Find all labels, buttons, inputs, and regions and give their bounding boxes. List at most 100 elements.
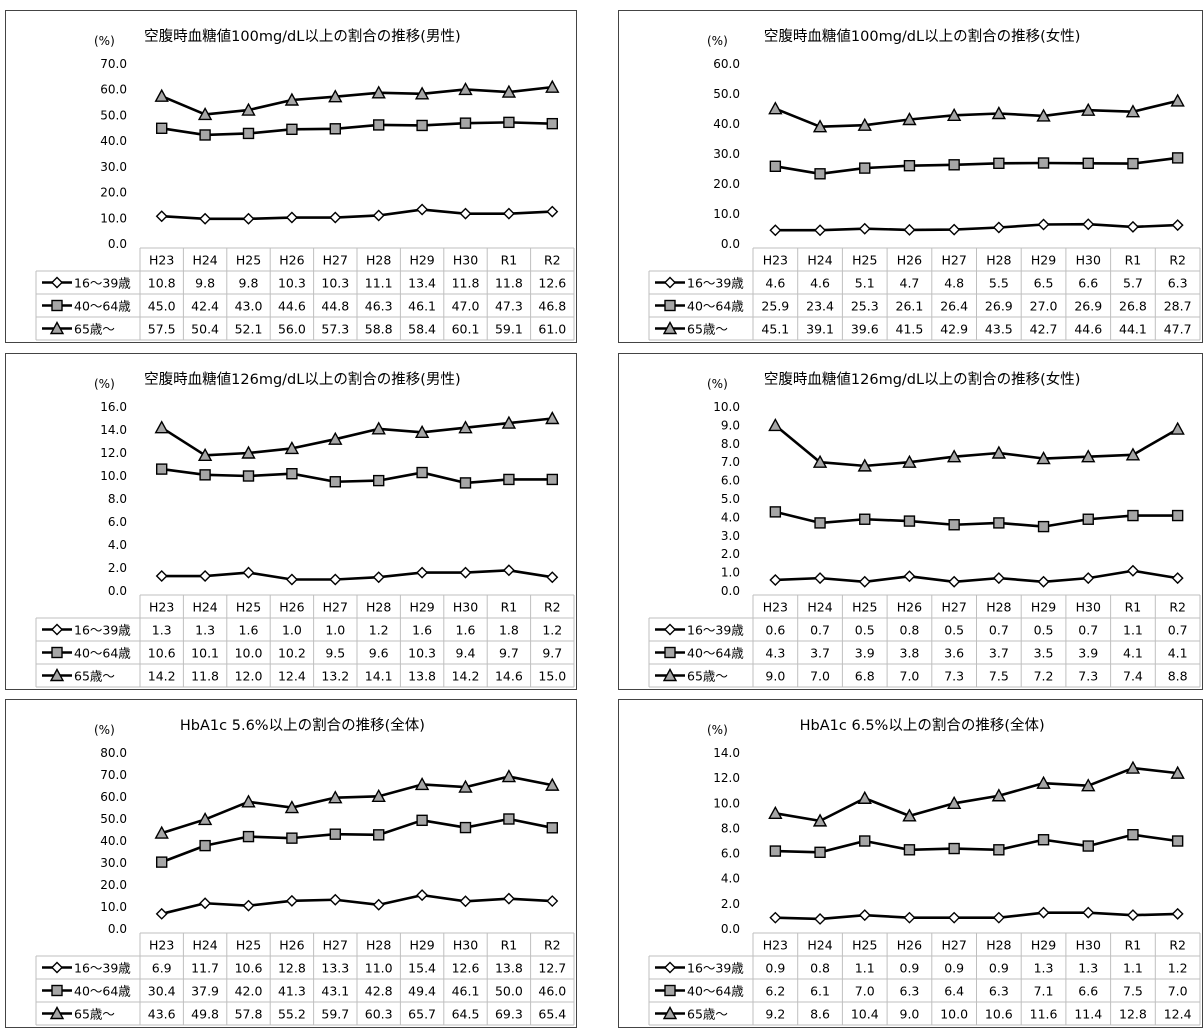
chart-svg: 空腹時血糖値100mg/dL以上の割合の推移(男性) (%) 0.0 10.0 20.0… bbox=[35, 28, 575, 341]
y-tick-label: 16.0 bbox=[100, 400, 127, 414]
data-table-value: 6.5 bbox=[1034, 276, 1054, 291]
data-table-value: 1.6 bbox=[412, 623, 432, 638]
data-table-grid bbox=[35, 932, 575, 1026]
data-table-value: 3.8 bbox=[900, 646, 920, 661]
data-point-series-1 bbox=[242, 899, 255, 912]
data-point-series-3 bbox=[241, 102, 256, 116]
data-table-value: 52.1 bbox=[235, 322, 263, 337]
data-table-value: 59.1 bbox=[495, 322, 523, 337]
data-table-value: 12.7 bbox=[538, 961, 566, 976]
x-tick-label: H24 bbox=[192, 253, 217, 268]
data-table-value: 3.9 bbox=[855, 646, 875, 661]
data-point-series-2 bbox=[1037, 834, 1050, 846]
data-table-value: 11.8 bbox=[191, 669, 219, 684]
x-tick-label: H23 bbox=[763, 938, 788, 953]
data-table-value: 42.4 bbox=[191, 299, 219, 314]
chart-panel-fpg100-male: 空腹時血糖値100mg/dL以上の割合の推移(男性) (%) 0.0 10.0 20.0… bbox=[5, 10, 577, 343]
series-line-1 bbox=[161, 893, 553, 916]
y-tick-label: 8.0 bbox=[721, 821, 740, 835]
data-point-series-3 bbox=[545, 777, 560, 791]
data-point-series-2 bbox=[948, 519, 960, 531]
x-tick-label: H29 bbox=[1031, 600, 1056, 615]
data-table-value: 8.8 bbox=[1168, 669, 1188, 684]
data-table-value: 57.8 bbox=[235, 1007, 263, 1022]
data-point-series-1 bbox=[285, 894, 298, 907]
data-point-series-1 bbox=[502, 564, 515, 577]
legend-entry: 40～64歳 bbox=[687, 984, 744, 999]
data-point-series-1 bbox=[858, 909, 871, 922]
data-point-series-1 bbox=[546, 895, 559, 908]
data-point-series-2 bbox=[1127, 829, 1139, 841]
data-point-series-2 bbox=[814, 168, 826, 180]
data-table-value: 9.0 bbox=[765, 669, 785, 684]
data-point-series-3 bbox=[284, 800, 300, 814]
data-table-value: 6.9 bbox=[152, 961, 172, 976]
y-tick-label: 10.0 bbox=[100, 469, 127, 483]
data-point-series-2 bbox=[993, 844, 1005, 856]
data-table-value: 4.1 bbox=[1168, 646, 1188, 661]
data-table-value: 7.4 bbox=[1123, 669, 1143, 684]
data-table-value: 3.5 bbox=[1034, 646, 1054, 661]
data-point-series-2 bbox=[503, 813, 515, 825]
data-table-value: 60.1 bbox=[452, 322, 480, 337]
data-table-value: 43.5 bbox=[985, 322, 1013, 337]
y-axis-unit-label: (%) bbox=[707, 377, 728, 391]
data-table-value: 1.3 bbox=[195, 623, 215, 638]
data-table-value: 59.7 bbox=[321, 1007, 349, 1022]
x-tick-label: H26 bbox=[279, 600, 304, 615]
data-table-value: 50.0 bbox=[495, 984, 523, 999]
data-point-series-3 bbox=[1081, 778, 1096, 792]
data-table-value: 58.4 bbox=[408, 322, 436, 337]
data-table-value: 4.6 bbox=[765, 276, 785, 291]
data-table-value: 6.8 bbox=[855, 669, 875, 684]
data-table-value: 0.7 bbox=[1168, 623, 1188, 638]
data-table-value: 1.3 bbox=[1078, 961, 1098, 976]
data-point-series-3 bbox=[284, 92, 300, 106]
data-table-value: 5.5 bbox=[989, 276, 1009, 291]
x-tick-label: H25 bbox=[852, 938, 877, 953]
y-axis-unit-label: (%) bbox=[707, 34, 728, 48]
data-point-series-3 bbox=[857, 790, 872, 804]
x-tick-label: R2 bbox=[544, 600, 561, 615]
data-table-value: 7.0 bbox=[900, 669, 920, 684]
x-tick-label: H29 bbox=[409, 600, 434, 615]
data-table-value: 39.1 bbox=[806, 322, 834, 337]
data-point-series-1 bbox=[1126, 564, 1139, 577]
data-point-series-1 bbox=[546, 205, 559, 218]
data-point-series-2 bbox=[546, 473, 558, 486]
data-point-series-2 bbox=[199, 839, 211, 852]
data-table-value: 6.3 bbox=[900, 984, 920, 999]
data-table-value: 0.9 bbox=[989, 961, 1009, 976]
chart-title: HbA1c 5.6%以上の割合の推移(全体) bbox=[180, 716, 425, 734]
data-point-series-3 bbox=[371, 788, 386, 803]
x-tick-label: H26 bbox=[897, 600, 922, 615]
data-point-series-1 bbox=[329, 211, 342, 224]
x-tick-label: H27 bbox=[323, 938, 348, 953]
legend-entry: 65歳～ bbox=[687, 669, 728, 684]
y-tick-label: 3.0 bbox=[721, 529, 740, 543]
series-line-3 bbox=[161, 775, 553, 835]
data-table-value: 58.8 bbox=[365, 322, 393, 337]
series-line-2 bbox=[161, 817, 553, 864]
data-point-series-3 bbox=[414, 424, 430, 439]
legend-marker-1 bbox=[664, 623, 676, 636]
series-line-2 bbox=[775, 510, 1178, 528]
data-table-value: 9.6 bbox=[369, 646, 389, 661]
chart-panel-fpg100-female: 空腹時血糖値100mg/dL以上の割合の推移(女性) (%) 0.0 10.0 20.0… bbox=[618, 10, 1203, 343]
data-table-value: 4.1 bbox=[1123, 646, 1143, 661]
data-table-value: 4.6 bbox=[810, 276, 830, 291]
series-line-3 bbox=[774, 424, 1179, 468]
x-tick-label: H26 bbox=[279, 253, 304, 268]
data-point-series-3 bbox=[197, 106, 213, 121]
y-tick-label: 70.0 bbox=[100, 57, 127, 71]
data-table-value: 1.0 bbox=[325, 623, 345, 638]
data-point-series-1 bbox=[1126, 909, 1139, 922]
data-point-series-3 bbox=[768, 805, 783, 820]
data-table-value: 12.6 bbox=[538, 276, 566, 291]
data-table-value: 6.1 bbox=[810, 984, 830, 999]
x-tick-label: H25 bbox=[236, 600, 261, 615]
data-table-grid bbox=[35, 594, 575, 688]
data-table-value: 7.5 bbox=[1123, 984, 1143, 999]
data-table-value: 6.4 bbox=[944, 984, 964, 999]
y-tick-label: 14.0 bbox=[713, 746, 740, 760]
